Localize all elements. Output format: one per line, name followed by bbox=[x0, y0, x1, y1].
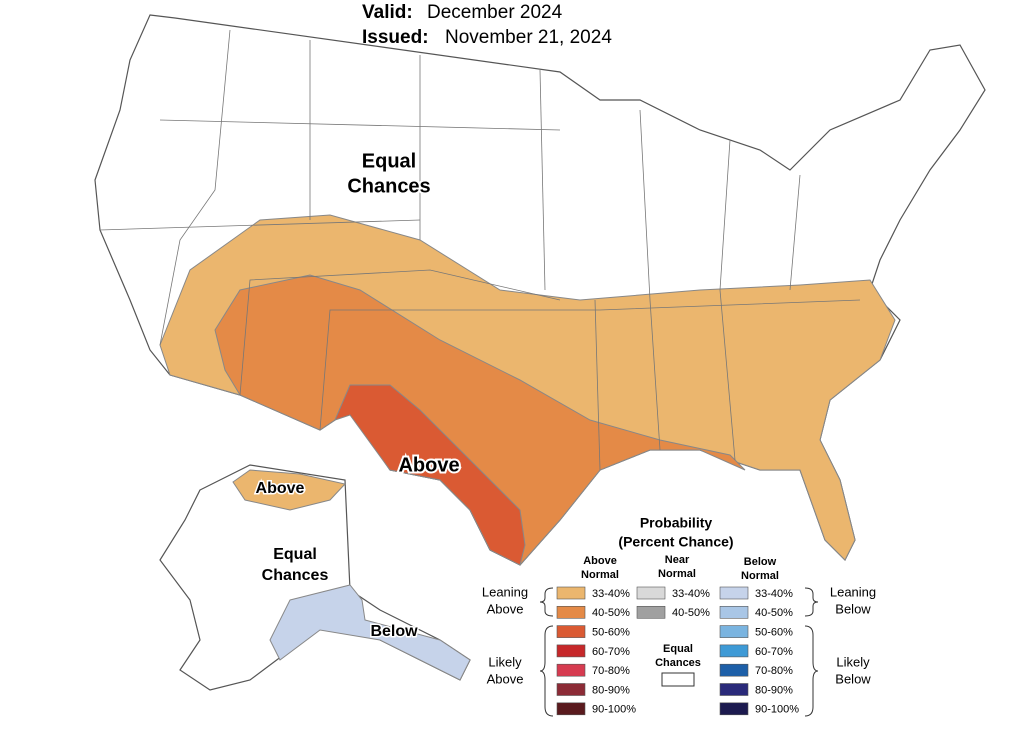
equal-chances-label: Chances bbox=[655, 657, 701, 669]
legend-column-heading: Below bbox=[744, 556, 777, 568]
legend-swatch bbox=[719, 644, 749, 658]
map-label: Equal bbox=[273, 546, 317, 563]
legend-item-label: 40-50% bbox=[592, 607, 630, 619]
legend-item-label: 33-40% bbox=[592, 588, 630, 600]
legend-item-label: 70-80% bbox=[592, 665, 630, 677]
side-label: Leaning bbox=[482, 584, 528, 599]
legend-swatch bbox=[719, 605, 749, 619]
map-label: Below bbox=[370, 623, 418, 640]
alaska-above bbox=[232, 469, 346, 511]
legend-swatch bbox=[719, 683, 749, 696]
equal-chances-swatch bbox=[661, 672, 695, 687]
legend-item-label: 33-40% bbox=[755, 588, 793, 600]
legend-swatch bbox=[719, 702, 749, 716]
legend-item-label: 40-50% bbox=[672, 607, 710, 619]
legend-swatch bbox=[719, 625, 749, 638]
legend-item-label: 70-80% bbox=[755, 665, 793, 677]
legend-item-label: 60-70% bbox=[592, 646, 630, 658]
map-label: Chances bbox=[262, 567, 329, 584]
legend-swatch bbox=[556, 605, 586, 619]
map-label: Above bbox=[256, 480, 305, 497]
legend-swatch bbox=[556, 663, 586, 677]
side-label: Leaning bbox=[830, 584, 876, 599]
legend-column-heading: Near bbox=[665, 554, 690, 566]
side-label: Likely bbox=[488, 654, 522, 669]
braces bbox=[539, 587, 819, 717]
legend-swatch bbox=[719, 663, 749, 677]
legend-item-label: 90-100% bbox=[755, 704, 799, 716]
legend-swatch bbox=[556, 625, 586, 638]
legend-column-heading: Normal bbox=[581, 569, 619, 581]
alaska-below bbox=[269, 584, 471, 681]
valid-label: Valid: bbox=[362, 2, 413, 23]
legend-swatch bbox=[636, 605, 666, 619]
side-label: Likely bbox=[836, 654, 870, 669]
issued-label: Issued: bbox=[362, 27, 429, 48]
legend-title: (Percent Chance) bbox=[618, 534, 733, 550]
legend-item-label: 40-50% bbox=[755, 607, 793, 619]
side-label: Above bbox=[487, 671, 524, 686]
map-label: Chances bbox=[347, 175, 430, 197]
legend-column-heading: Normal bbox=[658, 568, 696, 580]
legend-swatch bbox=[719, 586, 749, 600]
legend-swatch bbox=[556, 702, 586, 716]
legend-item-label: 50-60% bbox=[755, 627, 793, 639]
legend-column-heading: Above bbox=[583, 555, 617, 567]
legend-swatch bbox=[556, 683, 586, 696]
legend-swatch bbox=[556, 586, 586, 600]
legend-item-label: 90-100% bbox=[592, 704, 636, 716]
valid-date: December 2024 bbox=[427, 2, 563, 23]
side-label: Above bbox=[487, 601, 524, 616]
legend-item-label: 80-90% bbox=[755, 684, 793, 696]
legend-item-label: 33-40% bbox=[672, 588, 710, 600]
region-above-50-60 bbox=[334, 384, 526, 566]
equal-chances-label: Equal bbox=[663, 643, 693, 655]
legend-title: Probability bbox=[640, 515, 713, 531]
legend-column-heading: Normal bbox=[741, 570, 779, 582]
map-label: Above bbox=[398, 454, 459, 476]
side-label: Below bbox=[835, 671, 871, 686]
legend-item-label: 80-90% bbox=[592, 684, 630, 696]
side-label: Below bbox=[835, 601, 871, 616]
legend-swatch bbox=[636, 586, 666, 600]
legend-swatch bbox=[556, 644, 586, 658]
map-label: Equal bbox=[362, 150, 416, 172]
legend-item-label: 60-70% bbox=[755, 646, 793, 658]
legend-item-label: 50-60% bbox=[592, 627, 630, 639]
issued-date: November 21, 2024 bbox=[445, 27, 612, 48]
state-lines bbox=[99, 29, 861, 471]
